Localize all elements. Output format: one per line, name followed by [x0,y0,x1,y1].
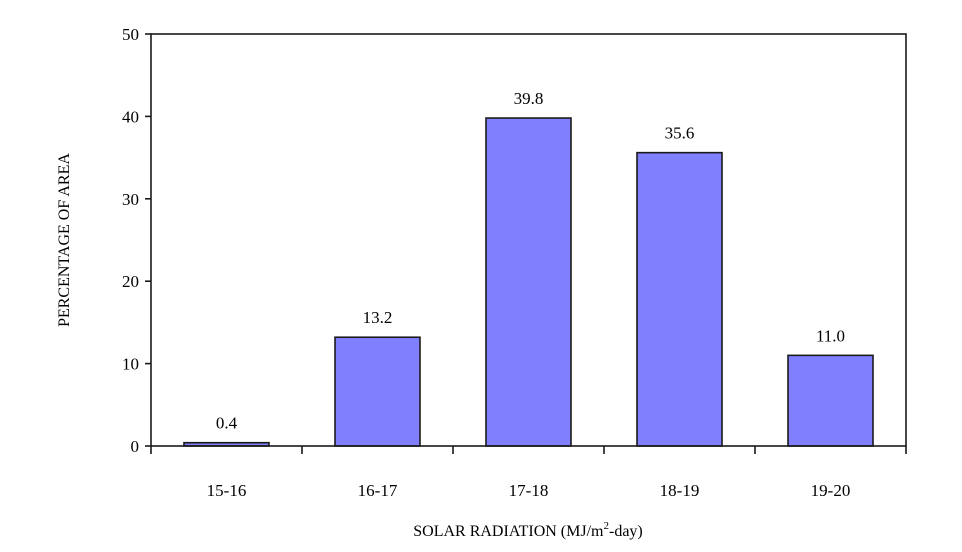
y-tick-label: 30 [122,190,139,209]
x-axis-title: SOLAR RADIATION (MJ/m2-day) [413,520,643,540]
data-label-16-17: 13.2 [363,308,393,327]
y-axis: 0 10 20 30 40 50 [122,25,151,456]
y-tick-label: 10 [122,355,139,374]
y-tick-label: 50 [122,25,139,44]
bar-16-17 [334,336,421,447]
plot-frame [150,33,907,447]
x-tick-label: 19-20 [811,481,851,500]
data-label-15-16: 0.4 [216,414,238,433]
y-tick-label: 0 [131,437,140,456]
x-tick-label: 16-17 [358,481,398,500]
x-tick-label: 18-19 [660,481,700,500]
bar-18-19 [636,151,723,447]
y-tick-label: 40 [122,107,139,126]
bar-17-18 [485,117,572,447]
x-axis: 15-16 16-17 17-18 18-19 19-20 [150,446,907,500]
y-tick-label: 20 [122,272,139,291]
bars-group: 0.4 13.2 39.8 35.6 11.0 [183,89,874,447]
data-label-19-20: 11.0 [816,326,845,345]
x-tick-label: 17-18 [509,481,549,500]
data-label-17-18: 39.8 [514,89,544,108]
bar-19-20 [787,354,874,447]
data-label-18-19: 35.6 [665,124,695,143]
y-axis-title: PERCENTAGE OF AREA [56,153,73,327]
x-tick-label: 15-16 [207,481,247,500]
